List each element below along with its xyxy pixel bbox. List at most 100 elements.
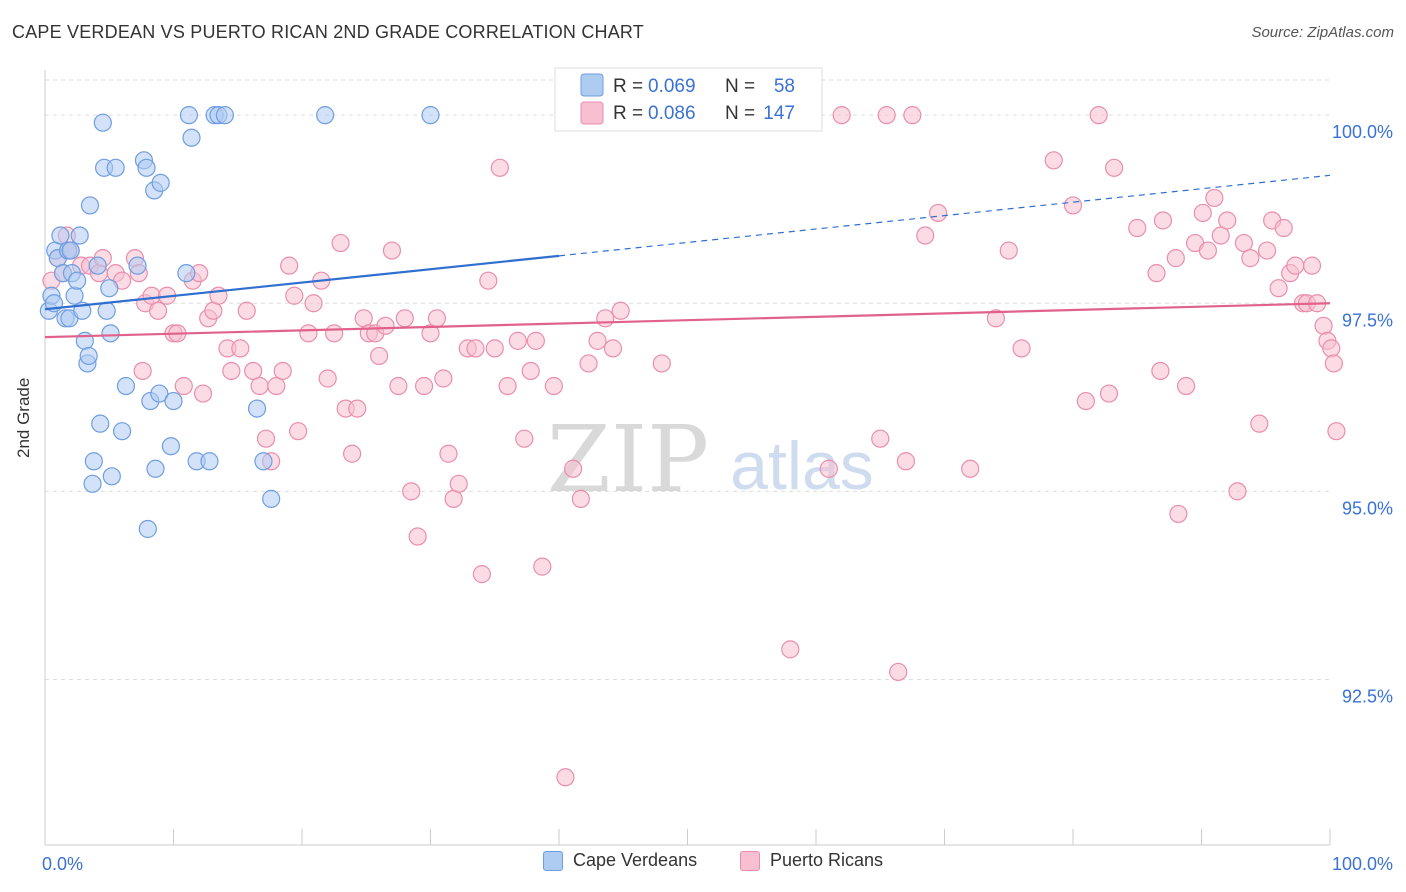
point-puerto-ricans[interactable]	[498, 376, 517, 396]
point-cape-verdeans[interactable]	[247, 399, 267, 418]
point-puerto-ricans[interactable]	[434, 369, 453, 388]
point-puerto-ricans[interactable]	[916, 226, 935, 245]
point-puerto-ricans[interactable]	[603, 339, 623, 358]
point-cape-verdeans[interactable]	[177, 264, 196, 283]
point-cape-verdeans[interactable]	[88, 256, 107, 275]
point-puerto-ricans[interactable]	[444, 489, 463, 508]
point-cape-verdeans[interactable]	[116, 376, 136, 396]
point-puerto-ricans[interactable]	[1228, 482, 1247, 501]
point-puerto-ricans[interactable]	[1269, 279, 1288, 298]
point-cape-verdeans[interactable]	[97, 301, 116, 320]
point-puerto-ricans[interactable]	[289, 422, 308, 441]
point-puerto-ricans[interactable]	[370, 346, 389, 366]
point-puerto-ricans[interactable]	[1234, 233, 1254, 253]
point-puerto-ricans[interactable]	[611, 301, 630, 320]
point-cape-verdeans[interactable]	[164, 391, 183, 411]
point-puerto-ricans[interactable]	[343, 444, 362, 463]
point-puerto-ricans[interactable]	[564, 459, 583, 478]
point-cape-verdeans[interactable]	[79, 346, 98, 366]
point-puerto-ricans[interactable]	[819, 459, 838, 478]
point-puerto-ricans[interactable]	[596, 309, 615, 328]
point-puerto-ricans[interactable]	[544, 376, 563, 396]
point-puerto-ricans[interactable]	[449, 474, 468, 493]
point-puerto-ricans[interactable]	[325, 324, 344, 343]
point-puerto-ricans[interactable]	[280, 256, 299, 275]
point-cape-verdeans[interactable]	[138, 519, 157, 539]
point-puerto-ricans[interactable]	[877, 106, 896, 125]
point-puerto-ricans[interactable]	[389, 376, 408, 396]
point-cape-verdeans[interactable]	[70, 226, 89, 245]
point-cape-verdeans[interactable]	[161, 437, 181, 456]
point-puerto-ricans[interactable]	[395, 309, 414, 328]
point-puerto-ricans[interactable]	[896, 452, 916, 471]
point-puerto-ricans[interactable]	[267, 376, 286, 396]
point-puerto-ricans[interactable]	[1250, 414, 1269, 433]
point-puerto-ricans[interactable]	[250, 376, 269, 396]
point-puerto-ricans[interactable]	[331, 233, 350, 253]
point-cape-verdeans[interactable]	[215, 106, 234, 125]
point-puerto-ricans[interactable]	[533, 557, 552, 576]
point-cape-verdeans[interactable]	[316, 106, 335, 125]
point-puerto-ricans[interactable]	[304, 294, 323, 313]
point-puerto-ricans[interactable]	[588, 331, 607, 350]
point-cape-verdeans[interactable]	[93, 113, 112, 132]
point-cape-verdeans[interactable]	[182, 128, 201, 147]
point-puerto-ricans[interactable]	[174, 376, 193, 396]
point-puerto-ricans[interactable]	[1241, 249, 1260, 268]
point-puerto-ricans[interactable]	[1063, 196, 1083, 215]
point-puerto-ricans[interactable]	[439, 444, 458, 463]
point-puerto-ricans[interactable]	[515, 429, 534, 448]
point-cape-verdeans[interactable]	[68, 271, 87, 290]
point-cape-verdeans[interactable]	[179, 106, 199, 125]
point-puerto-ricans[interactable]	[1286, 256, 1305, 275]
point-puerto-ricans[interactable]	[871, 429, 890, 448]
point-puerto-ricans[interactable]	[1128, 218, 1147, 238]
point-puerto-ricans[interactable]	[256, 429, 276, 448]
point-puerto-ricans[interactable]	[1105, 158, 1124, 177]
point-puerto-ricans[interactable]	[466, 339, 485, 358]
point-puerto-ricans[interactable]	[832, 106, 851, 125]
point-puerto-ricans[interactable]	[490, 158, 509, 177]
legend-item-cape-verdeans[interactable]: Cape Verdeans	[543, 850, 697, 871]
point-puerto-ricans[interactable]	[472, 565, 491, 584]
point-puerto-ricans[interactable]	[348, 399, 367, 418]
point-puerto-ricans[interactable]	[1193, 203, 1212, 223]
point-puerto-ricans[interactable]	[526, 331, 545, 350]
point-puerto-ricans[interactable]	[222, 361, 241, 381]
point-puerto-ricans[interactable]	[986, 309, 1006, 328]
point-puerto-ricans[interactable]	[1089, 106, 1108, 125]
point-puerto-ricans[interactable]	[231, 339, 250, 358]
point-cape-verdeans[interactable]	[151, 173, 170, 192]
point-cape-verdeans[interactable]	[51, 226, 70, 245]
point-puerto-ricans[interactable]	[1147, 264, 1166, 283]
point-puerto-ricans[interactable]	[237, 301, 256, 320]
point-cape-verdeans[interactable]	[421, 106, 440, 125]
point-puerto-ricans[interactable]	[1324, 354, 1343, 373]
point-cape-verdeans[interactable]	[137, 158, 156, 177]
point-puerto-ricans[interactable]	[928, 203, 948, 223]
point-puerto-ricans[interactable]	[382, 241, 402, 260]
point-cape-verdeans[interactable]	[106, 158, 125, 177]
point-puerto-ricans[interactable]	[244, 361, 263, 381]
point-puerto-ricans[interactable]	[414, 376, 434, 396]
legend-item-puerto-ricans[interactable]: Puerto Ricans	[740, 850, 883, 871]
point-cape-verdeans[interactable]	[112, 422, 132, 441]
point-puerto-ricans[interactable]	[1198, 241, 1218, 260]
point-cape-verdeans[interactable]	[83, 474, 102, 493]
point-puerto-ricans[interactable]	[508, 331, 527, 350]
point-puerto-ricans[interactable]	[1153, 211, 1173, 230]
point-puerto-ricans[interactable]	[556, 768, 575, 787]
point-puerto-ricans[interactable]	[1302, 256, 1322, 275]
point-puerto-ricans[interactable]	[1257, 241, 1277, 260]
point-puerto-ricans[interactable]	[903, 106, 922, 125]
point-puerto-ricans[interactable]	[193, 384, 213, 403]
point-puerto-ricans[interactable]	[1314, 316, 1333, 335]
point-puerto-ricans[interactable]	[1076, 391, 1095, 411]
point-puerto-ricans[interactable]	[408, 527, 427, 546]
point-puerto-ricans[interactable]	[142, 286, 161, 305]
point-puerto-ricans[interactable]	[133, 361, 152, 381]
point-cape-verdeans[interactable]	[200, 452, 219, 471]
point-puerto-ricans[interactable]	[1211, 226, 1230, 245]
point-puerto-ricans[interactable]	[479, 271, 498, 290]
point-puerto-ricans[interactable]	[1166, 249, 1185, 268]
